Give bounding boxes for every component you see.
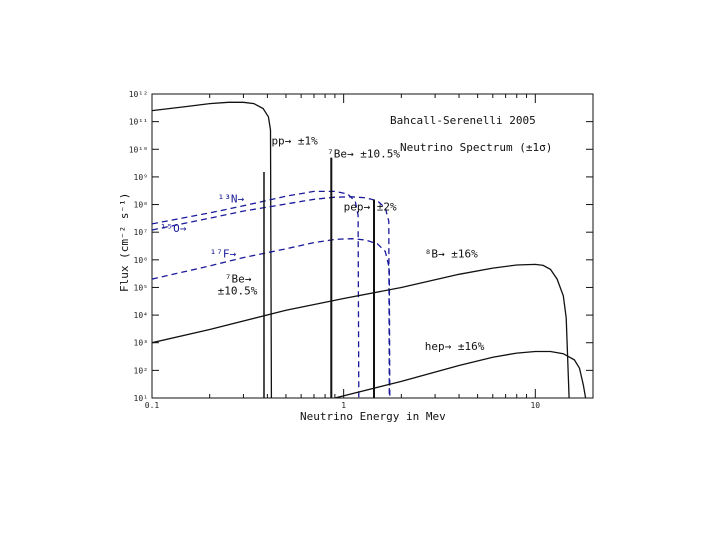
annotation-label: ⁷Be→: [225, 273, 252, 286]
annotation-label: ⁸B→ ±16%: [425, 248, 478, 261]
annotation-label: ¹⁷F→: [210, 248, 237, 261]
y-tick-label: 10³: [134, 339, 148, 348]
series-17f-line: [152, 238, 391, 398]
annotation-label: ⁷Be→ ±10.5%: [327, 148, 400, 161]
y-tick-label: 10¹: [134, 394, 148, 403]
series-15o-line: [152, 196, 390, 398]
series-8b-line: [152, 263, 570, 398]
y-tick-label: 10⁹: [134, 173, 148, 182]
x-tick-label: 1: [341, 401, 346, 410]
x-tick-label: 0.1: [145, 401, 160, 410]
annotation-label: ¹⁵O→: [160, 222, 187, 235]
series-pp-line: [152, 101, 273, 398]
series-13n-line: [152, 190, 360, 398]
annotation-label: pp→ ±1%: [271, 134, 318, 147]
y-tick-label: 10⁶: [134, 256, 148, 265]
x-axis-title: Neutrino Energy in Mev: [300, 410, 446, 423]
y-axis-title: Flux (cm⁻² s⁻¹): [118, 193, 131, 292]
y-tick-label: 10⁴: [134, 311, 148, 320]
annotation-label: ±10.5%: [218, 285, 258, 298]
y-tick-label: 10¹²: [129, 90, 148, 99]
y-tick-label: 10⁸: [134, 201, 148, 210]
y-tick-label: 10¹¹: [129, 118, 148, 127]
annotation-label: ¹³N→: [218, 192, 245, 205]
plot-frame: [151, 93, 594, 399]
y-tick-label: 10²: [134, 366, 148, 375]
chart-subtitle: Neutrino Spectrum (±1σ): [400, 141, 552, 154]
annotation-label: pep→ ±2%: [344, 201, 397, 214]
y-tick-label: 10⁵: [134, 283, 148, 292]
chart-title: Bahcall-Serenelli 2005: [390, 114, 536, 127]
x-tick-label: 10: [530, 401, 540, 410]
series-hep-line: [334, 350, 587, 398]
y-tick-label: 10⁷: [134, 228, 148, 237]
y-tick-label: 10¹⁰: [129, 145, 148, 154]
annotation-label: hep→ ±16%: [425, 340, 485, 353]
